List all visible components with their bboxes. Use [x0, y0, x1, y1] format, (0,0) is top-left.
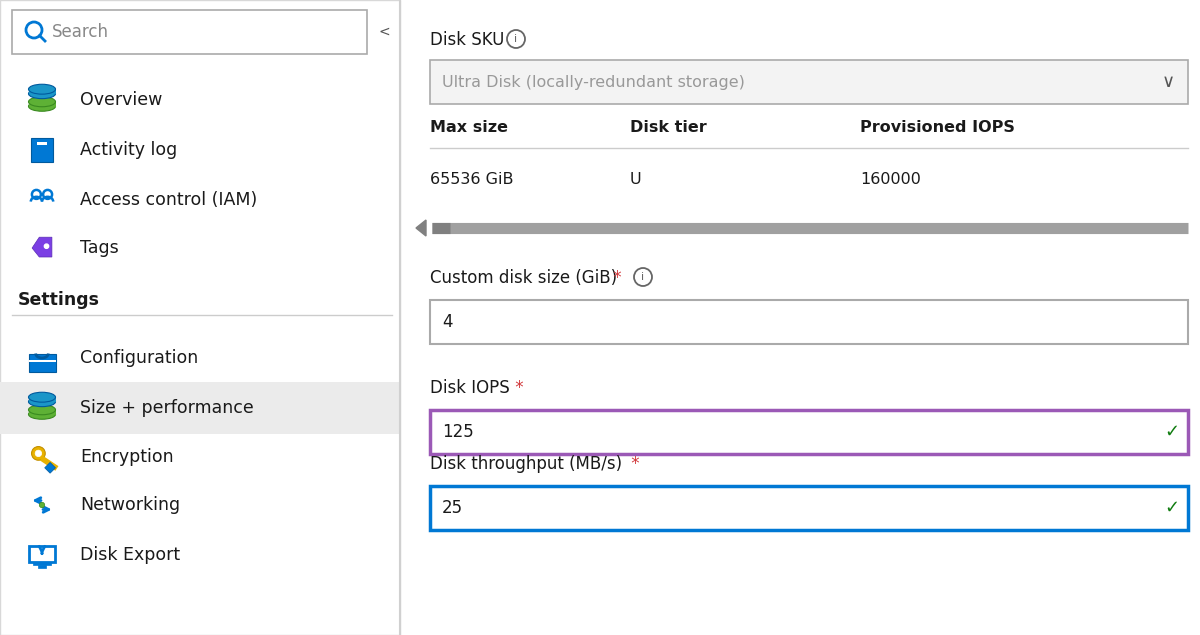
Bar	[430, 410, 1188, 454]
Text: Configuration: Configuration	[80, 349, 198, 367]
Bar	[37, 142, 48, 145]
Text: 25: 25	[442, 499, 463, 517]
Text: 125: 125	[442, 423, 474, 441]
Bar	[31, 138, 53, 162]
Bar	[29, 546, 55, 562]
Text: Activity log: Activity log	[80, 141, 178, 159]
Text: *: *	[510, 379, 523, 397]
Bar	[29, 89, 55, 94]
Text: i: i	[642, 272, 644, 282]
Text: Networking: Networking	[80, 496, 180, 514]
Text: Custom disk size (GiB): Custom disk size (GiB)	[430, 269, 617, 287]
Text: Disk IOPS: Disk IOPS	[430, 379, 510, 397]
Ellipse shape	[29, 89, 55, 98]
Text: Encryption: Encryption	[80, 448, 174, 466]
Text: U: U	[630, 173, 642, 187]
Circle shape	[31, 446, 46, 460]
Bar	[38, 565, 46, 568]
Polygon shape	[416, 220, 426, 236]
Text: i: i	[515, 34, 517, 44]
Text: Provisioned IOPS: Provisioned IOPS	[860, 121, 1015, 135]
Text: Overview: Overview	[80, 91, 162, 109]
Ellipse shape	[29, 84, 55, 94]
Ellipse shape	[29, 97, 55, 107]
Text: Settings: Settings	[18, 291, 100, 309]
Text: Max size: Max size	[430, 121, 508, 135]
Bar	[430, 60, 1188, 104]
Polygon shape	[44, 462, 55, 473]
Text: 65536 GiB: 65536 GiB	[430, 173, 514, 187]
Circle shape	[35, 450, 42, 457]
Text: <: <	[378, 25, 390, 39]
Ellipse shape	[29, 102, 55, 111]
Bar	[430, 486, 1188, 530]
Text: Disk tier: Disk tier	[630, 121, 707, 135]
Bar	[29, 360, 55, 362]
Bar	[0, 382, 400, 434]
Ellipse shape	[29, 392, 55, 402]
Text: *: *	[626, 455, 640, 473]
Text: Disk SKU: Disk SKU	[430, 31, 504, 49]
Bar	[29, 354, 55, 371]
Bar	[430, 300, 1188, 344]
Text: Disk Export: Disk Export	[80, 546, 180, 564]
Text: 4: 4	[442, 313, 452, 331]
Ellipse shape	[29, 410, 55, 419]
Text: Access control (IAM): Access control (IAM)	[80, 191, 257, 209]
Bar	[0, 0, 400, 635]
Bar	[29, 398, 55, 402]
Bar	[12, 10, 367, 54]
Text: Disk throughput (MB/s): Disk throughput (MB/s)	[430, 455, 622, 473]
Text: ∨: ∨	[1162, 73, 1175, 91]
Text: Search: Search	[52, 23, 109, 41]
Circle shape	[44, 244, 49, 248]
Text: ✓: ✓	[1164, 423, 1180, 441]
Text: Ultra Disk (locally-redundant storage): Ultra Disk (locally-redundant storage)	[442, 74, 745, 90]
Ellipse shape	[29, 405, 55, 415]
Text: 160000: 160000	[860, 173, 920, 187]
Bar	[34, 562, 50, 565]
Text: Size + performance: Size + performance	[80, 399, 253, 417]
Circle shape	[40, 502, 44, 508]
Bar	[29, 410, 55, 415]
Polygon shape	[32, 237, 52, 257]
Text: ✓: ✓	[1164, 499, 1180, 517]
Bar	[29, 102, 55, 107]
Ellipse shape	[29, 397, 55, 406]
Text: *: *	[608, 269, 622, 287]
Text: Tags: Tags	[80, 239, 119, 257]
